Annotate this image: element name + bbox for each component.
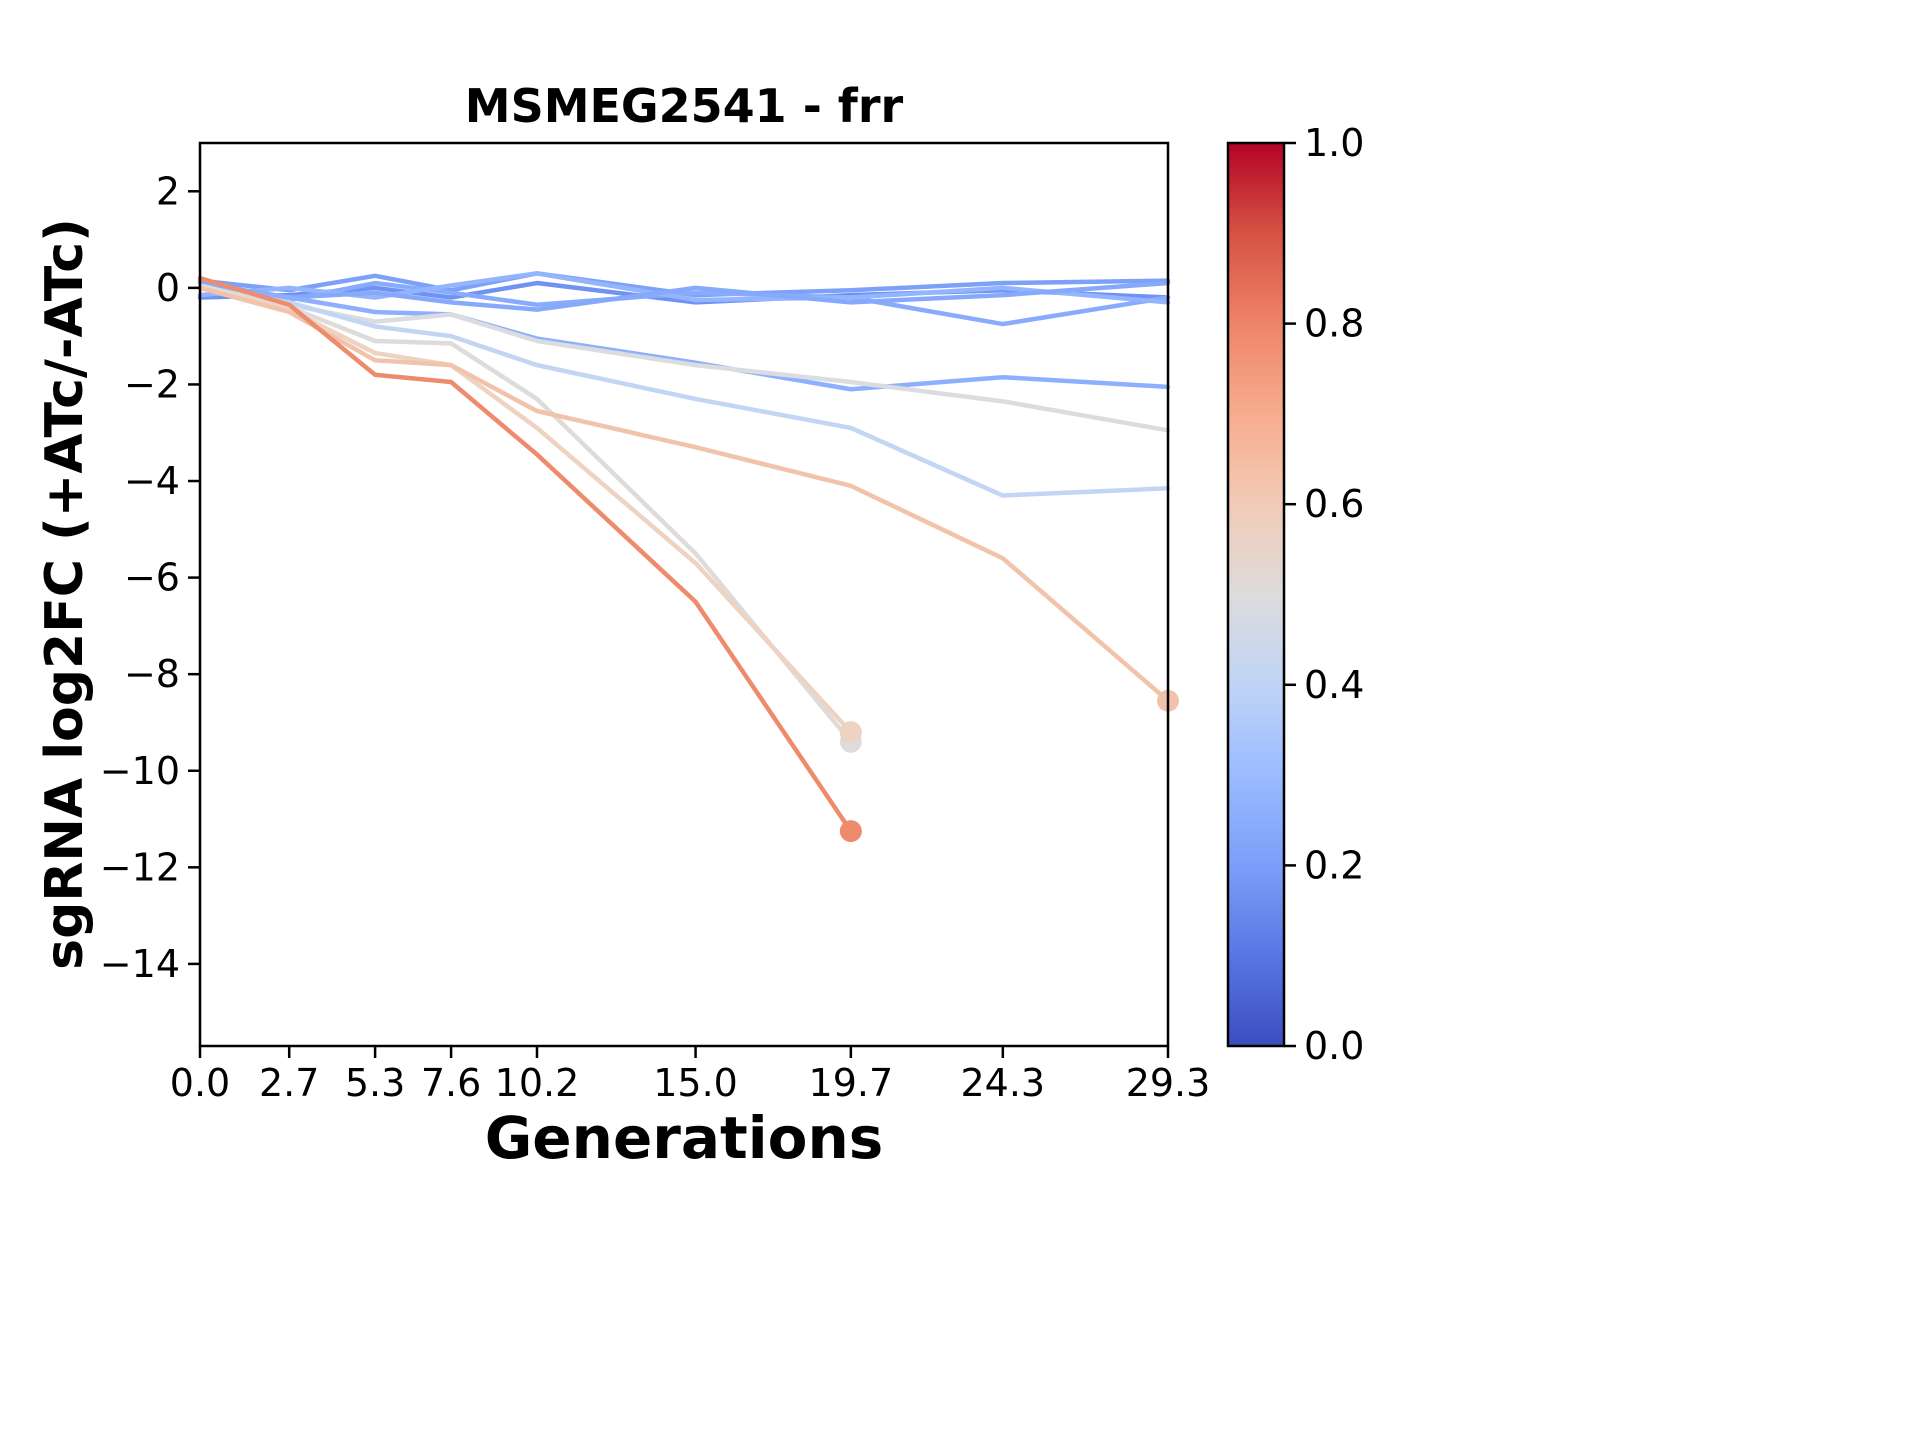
axes: 0.0 2.7 5.3 7.6 10.2 15.0 19.7 24.3 29.3 2 0 −2 −4 −6… [100,141,1211,1105]
y-tick-label: −12 [100,845,180,889]
colorbar-tick-label: 1.0 [1304,121,1364,165]
x-tick-label: 29.3 [1126,1061,1211,1105]
series-end-marker [839,721,862,744]
series-line [197,275,854,834]
y-tick-label: −14 [100,942,180,986]
y-tick-label: −8 [124,652,180,696]
colorbar-gradient [1228,143,1284,1046]
colorbar-tick-label: 0.2 [1304,843,1364,887]
series-line [197,283,854,745]
series-line [197,280,1171,312]
colorbar-tick-label: 0.4 [1304,663,1364,707]
x-tick-label: 10.2 [495,1061,580,1105]
colorbar-tick-label: 0.6 [1304,482,1364,526]
y-tick-label: −6 [124,556,180,600]
plot-area [197,271,1179,843]
x-tick-label: 15.0 [653,1061,738,1105]
x-tick-label: 19.7 [809,1061,894,1105]
colorbar-outline [1226,141,1286,1048]
x-tick-label: 2.7 [259,1061,319,1105]
y-tick-label: −2 [124,362,180,406]
series-line [197,285,1171,498]
chart-title: MSMEG2541 - frr [465,79,904,133]
colorbar-tick-label: 0.8 [1304,302,1364,346]
y-axis-label: sgRNA log2FC (+ATc/-ATc) [35,218,95,970]
y-tick-label: 2 [156,169,180,213]
colorbar-tick-label: 0.0 [1304,1024,1364,1068]
series-line [197,271,1171,305]
x-tick-label: 24.3 [961,1061,1046,1105]
y-tick-label: −10 [100,749,180,793]
x-tick-label: 5.3 [345,1061,405,1105]
x-tick-label: 7.6 [421,1061,481,1105]
axes-spines [198,141,1170,1048]
colorbar: 0.0 0.2 0.4 0.6 0.8 1.0 [1226,121,1364,1068]
x-tick-label: 0.0 [170,1061,230,1105]
y-tick-label: 0 [156,266,180,310]
x-axis-label: Generations [485,1104,884,1172]
series-line [197,285,854,735]
series-line [197,285,1171,392]
y-tick-label: −4 [124,459,180,503]
series-end-marker [839,820,862,843]
